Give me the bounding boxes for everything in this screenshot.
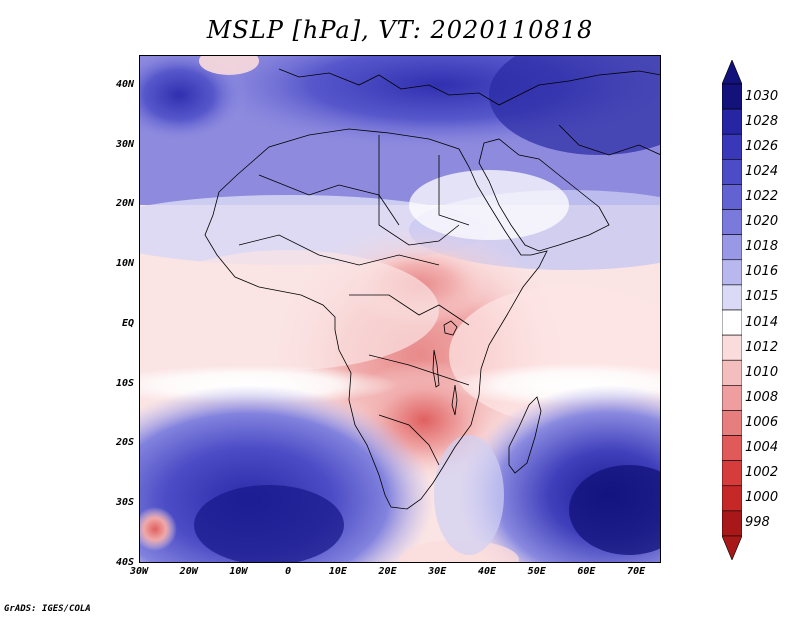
lon-tick-label: 0 bbox=[285, 566, 292, 577]
colorbar-swatch bbox=[722, 309, 742, 336]
atlantic-north-high bbox=[139, 55, 249, 145]
colorbar-swatch bbox=[722, 133, 742, 160]
colorbar-level-label: 1012 bbox=[745, 339, 779, 355]
colorbar-min-arrow bbox=[722, 535, 742, 560]
lat-tick-label: 30N bbox=[115, 138, 134, 150]
colorbar-level-label: 1004 bbox=[745, 440, 779, 456]
colorbar-swatch bbox=[722, 510, 742, 537]
footer-credit: GrADS: IGES/COLA bbox=[4, 604, 91, 614]
asia-high-core bbox=[489, 55, 661, 155]
colorbar-level-label: 1030 bbox=[745, 88, 779, 104]
southwest-low-cell bbox=[139, 507, 177, 551]
inner-border-3 bbox=[378, 135, 460, 246]
lon-tick-label: 50E bbox=[527, 566, 546, 577]
colorbar-swatch bbox=[722, 359, 742, 386]
colorbar-swatch bbox=[722, 485, 742, 512]
lake-victoria bbox=[443, 320, 458, 336]
lake-tanganyika bbox=[432, 349, 440, 388]
lat-tick-label: EQ bbox=[121, 317, 134, 329]
colorbar-level-label: 1016 bbox=[745, 264, 779, 280]
colorbar-level-label: 1022 bbox=[745, 189, 779, 204]
colorbar-swatch bbox=[722, 209, 742, 235]
south-atlantic-high-core bbox=[194, 485, 344, 563]
mozambique-channel-band bbox=[434, 435, 504, 555]
colorbar-level-label: 1015 bbox=[745, 289, 779, 305]
inner-border-4 bbox=[349, 294, 470, 326]
lon-tick-label: 30W bbox=[129, 566, 149, 577]
colorbar-level-label: 1002 bbox=[745, 465, 779, 481]
colorbar-level-label: 1028 bbox=[745, 113, 779, 129]
africa-coastline bbox=[204, 128, 548, 510]
colorbar-level-label: 1020 bbox=[745, 214, 779, 230]
inner-border-7 bbox=[438, 155, 470, 226]
colorbar-swatch bbox=[722, 435, 742, 461]
atlantic-tropical-band bbox=[139, 250, 439, 370]
map-title: MSLP [hPa], VT: 2020110818 bbox=[206, 16, 594, 44]
colorbar-swatch bbox=[722, 184, 742, 210]
pressure-map bbox=[139, 55, 661, 563]
lat-tick-label: 10S bbox=[115, 377, 134, 389]
lon-tick-label: 40E bbox=[477, 566, 497, 577]
lon-tick-label: 60E bbox=[577, 566, 596, 577]
colorbar-swatch bbox=[722, 284, 742, 311]
colorbar-swatch bbox=[722, 108, 742, 135]
lon-tick-label: 20E bbox=[378, 566, 397, 577]
lake-malawi bbox=[451, 384, 458, 416]
colorbar-level-label: 1026 bbox=[745, 138, 779, 154]
colorbar-level-label: 1024 bbox=[745, 163, 779, 179]
mediterranean-north-coast bbox=[278, 68, 661, 106]
lat-tick-label: 20S bbox=[115, 437, 134, 449]
lon-tick-label: 10W bbox=[229, 566, 248, 577]
madagascar-outline bbox=[508, 396, 542, 474]
inner-border-1 bbox=[258, 174, 400, 226]
south-indian-high-core bbox=[569, 465, 661, 555]
lat-tick-label: 10N bbox=[115, 258, 134, 270]
inner-border-8 bbox=[558, 124, 661, 156]
colorbar-level-label: 1010 bbox=[745, 364, 779, 380]
colorbar-swatch bbox=[722, 460, 742, 487]
north-low-patch bbox=[199, 55, 259, 75]
boundary-lines bbox=[204, 68, 661, 510]
colorbar-level-label: 998 bbox=[745, 515, 770, 531]
lon-tick-label: 70E bbox=[627, 566, 646, 577]
lon-tick-label: 30E bbox=[428, 566, 447, 577]
lon-tick-label: 20W bbox=[179, 566, 198, 577]
pressure-field bbox=[139, 55, 661, 563]
lat-tick-label: 40N bbox=[115, 78, 134, 90]
colorbar-max-arrow bbox=[722, 60, 742, 85]
lat-tick-label: 30S bbox=[115, 497, 134, 509]
map-border bbox=[139, 55, 661, 563]
lat-tick-label: 40S bbox=[115, 557, 134, 568]
colorbar-swatch bbox=[722, 334, 742, 361]
lon-tick-label: 10E bbox=[328, 566, 347, 577]
colorbar-swatch bbox=[722, 83, 742, 110]
inner-border-6 bbox=[378, 414, 440, 466]
lat-tick-label: 20N bbox=[115, 198, 134, 210]
colorbar-swatch bbox=[722, 234, 742, 261]
colorbar-level-label: 1018 bbox=[745, 239, 779, 255]
colorbar-level-label: 1008 bbox=[745, 389, 779, 405]
colorbar bbox=[722, 60, 742, 560]
colorbar-swatch bbox=[722, 259, 742, 286]
colorbar-level-label: 1006 bbox=[745, 415, 779, 430]
colorbar-swatch bbox=[722, 410, 742, 436]
colorbar-swatch bbox=[722, 385, 742, 411]
colorbar-swatch bbox=[722, 159, 742, 185]
inner-border-2 bbox=[238, 234, 440, 266]
colorbar-level-label: 1014 bbox=[745, 314, 779, 330]
arabia-outline bbox=[478, 138, 610, 252]
colorbar-level-label: 1000 bbox=[745, 490, 779, 506]
inner-border-5 bbox=[368, 354, 470, 386]
